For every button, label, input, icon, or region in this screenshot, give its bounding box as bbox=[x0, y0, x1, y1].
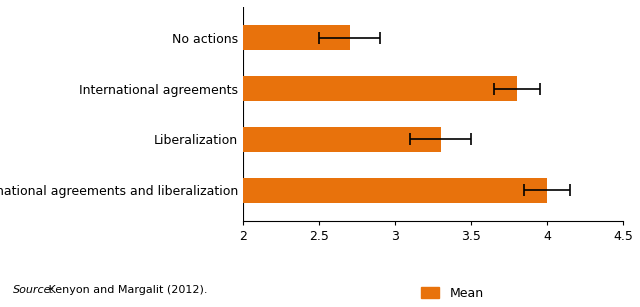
Bar bbox=[243, 76, 516, 101]
Legend: Mean: Mean bbox=[416, 282, 488, 305]
Text: Kenyon and Margalit (2012).: Kenyon and Margalit (2012). bbox=[45, 285, 207, 295]
Bar bbox=[243, 25, 349, 50]
Bar bbox=[243, 127, 441, 152]
Text: Source:: Source: bbox=[13, 285, 55, 295]
Bar bbox=[243, 178, 547, 203]
